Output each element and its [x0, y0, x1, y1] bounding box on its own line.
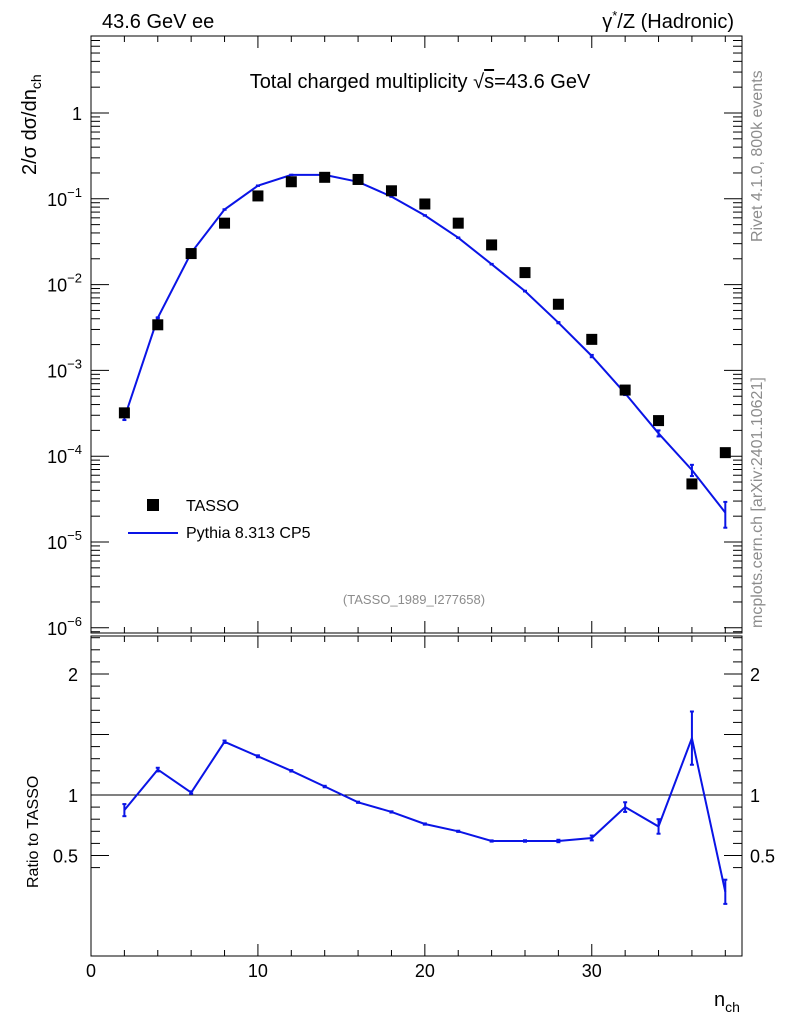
tasso-data-point: [185, 248, 197, 260]
x-tick-label: 30: [582, 961, 602, 981]
main-plot-frame: [90, 35, 743, 634]
tasso-data-point: [519, 267, 531, 279]
tasso-data-point: [285, 176, 297, 188]
tasso-data-point: [385, 185, 397, 197]
mcplots-label: mcplots.cern.ch [arXiv:2401.10621]: [749, 377, 766, 628]
ratio-tick-label-right: 1: [750, 786, 760, 806]
x-tick-label: 10: [248, 961, 268, 981]
chart-title: Total charged multiplicity √s=43.6 GeV: [250, 71, 591, 93]
tasso-data-point: [719, 447, 731, 459]
y-tick-label: 10−5: [47, 528, 82, 553]
tasso-data-point: [319, 171, 331, 183]
tasso-data-point: [486, 239, 498, 251]
ratio-tick-label-left: 2: [68, 665, 78, 685]
y-tick-label: 1: [72, 104, 82, 124]
y-tick-label: 10−2: [47, 271, 82, 296]
legend-tasso-label: TASSO: [186, 498, 239, 515]
tasso-data-point: [552, 298, 564, 310]
ratio-tick-label-left: 1: [68, 786, 78, 806]
tasso-data-point: [686, 478, 698, 490]
x-tick-label: 0: [86, 961, 96, 981]
ratio-tick-label-right: 2: [750, 665, 760, 685]
main-plot-data: [118, 171, 731, 529]
tasso-data-point: [653, 415, 665, 427]
axes-layer: 0 10 20 30 10−6 10−5 10−4 10−3 10−2 10−1 1 0.5 0.5 1 1…: [47, 36, 775, 981]
tasso-data-point: [452, 217, 464, 229]
y-axis-label: 2/σ dσ/dnch: [19, 74, 44, 175]
x-tick-label: 20: [415, 961, 435, 981]
ratio-plot-frame: [90, 635, 743, 957]
header-right: γ*/Z (Hadronic): [602, 8, 734, 33]
ratio-tick-label-right: 0.5: [750, 847, 775, 867]
tasso-data-point: [152, 319, 164, 331]
y-tick-label: 10−4: [47, 442, 82, 467]
tasso-data-point: [219, 217, 231, 229]
ratio-y-axis-label: Ratio to TASSO: [25, 776, 42, 888]
tasso-data-point: [118, 407, 130, 419]
legend-tasso-marker: [147, 499, 159, 511]
tasso-data-point: [252, 190, 264, 202]
y-tick-label: 10−3: [47, 356, 82, 381]
pythia-series-line: [123, 173, 727, 514]
tasso-data-point: [619, 384, 631, 396]
ratio-plot-data: [91, 710, 742, 905]
ratio-tick-label-left: 0.5: [53, 847, 78, 867]
ratio-series-line: [123, 734, 727, 893]
tasso-data-point: [586, 333, 598, 345]
header-left: 43.6 GeV ee: [102, 11, 214, 33]
tasso-data-point: [419, 198, 431, 210]
rivet-version-label: Rivet 4.1.0, 800k events: [749, 70, 766, 242]
legend-pythia-label: Pythia 8.313 CP5: [186, 525, 311, 542]
y-tick-label: 10−6: [47, 614, 82, 639]
x-axis-label: nch: [714, 989, 740, 1015]
analysis-id-label: (TASSO_1989_I277658): [343, 592, 485, 607]
tasso-data-point: [352, 173, 364, 185]
y-tick-label: 10−1: [47, 185, 82, 210]
